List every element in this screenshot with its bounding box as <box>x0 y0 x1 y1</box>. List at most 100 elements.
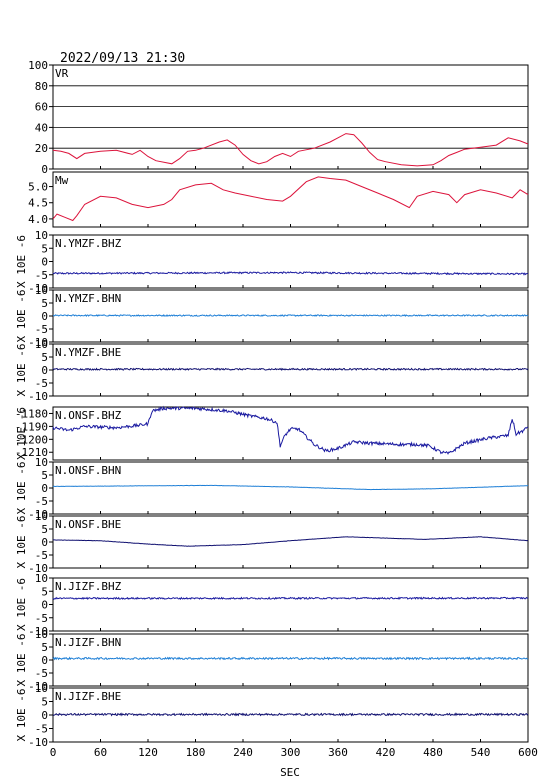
series-line-onsf_bhn <box>52 484 529 491</box>
y-tick-label: -10 <box>28 282 48 295</box>
figure-title: 2022/09/13 21:30 <box>60 51 185 66</box>
x-tick-label: 240 <box>233 746 253 759</box>
y-tick-label: 20 <box>35 142 48 155</box>
y-tick-label: -1190 <box>15 420 48 433</box>
panel-frame <box>52 234 529 289</box>
y-tick-label: -5 <box>35 723 48 736</box>
y-tick-label: 5 <box>41 242 48 255</box>
y-tick-label: 0 <box>41 599 48 612</box>
y-tick-label: 10 <box>35 284 48 297</box>
x-tick-label: 600 <box>518 746 538 759</box>
panel-frame <box>52 633 529 687</box>
x-tick-label: 60 <box>94 746 107 759</box>
y-axis-label: X 10E -6 <box>15 407 28 460</box>
x-axis-label: SEC <box>280 766 300 779</box>
panel-label: N.JIZF.BHZ <box>55 580 122 593</box>
y-axis-label: X 10E -6 <box>15 516 28 569</box>
panel-label: N.YMZF.BHN <box>55 292 121 305</box>
y-tick-label: 0 <box>41 256 48 269</box>
y-tick-label: -10 <box>28 390 48 403</box>
y-tick-label: 0 <box>41 310 48 323</box>
panel-label: N.ONSF.BHE <box>55 518 121 531</box>
y-tick-label: 5 <box>41 696 48 709</box>
x-tick-label: 120 <box>138 746 158 759</box>
series-line-onsf_bhz <box>52 405 528 455</box>
series-line-vr <box>52 133 529 167</box>
y-tick-label: -5 <box>35 549 48 562</box>
y-tick-label: 5 <box>41 297 48 310</box>
panel-label: Mw <box>55 174 69 187</box>
x-tick-label: 480 <box>423 746 443 759</box>
panel-frame <box>52 406 529 461</box>
y-axis-label: X 10E -6 <box>15 634 28 687</box>
panel-onsf_bhz: -1180-1190-1200-1210 N.ONSF.BHZ X 10E -6 <box>15 405 529 461</box>
panel-frame <box>52 171 529 228</box>
y-tick-label: 5 <box>41 351 48 364</box>
x-tick-label: 540 <box>471 746 491 759</box>
y-tick-label: -5 <box>35 612 48 625</box>
y-tick-label: -10 <box>28 625 48 638</box>
panel-frame <box>52 577 529 632</box>
y-tick-label: -10 <box>28 508 48 521</box>
panel-label: N.YMZF.BHE <box>55 346 121 359</box>
y-axis-label: X 10E -6 <box>15 235 28 288</box>
panel-label: N.ONSF.BHN <box>55 464 121 477</box>
series-line-ymzf_bhn <box>52 314 529 317</box>
y-tick-label: -1180 <box>15 407 48 420</box>
panel-label: N.ONSF.BHZ <box>55 409 122 422</box>
panel-mw: 4.0 4.5 5.0 Mw <box>28 171 529 228</box>
y-tick-label: 5 <box>41 523 48 536</box>
series-line-jizf_bhe <box>52 712 529 717</box>
y-axis-label: X 10E -6 <box>15 578 28 631</box>
y-tick-label: 10 <box>35 456 48 469</box>
y-tick-label: 10 <box>35 572 48 585</box>
y-tick-label: 5 <box>41 641 48 654</box>
y-tick-label: 0 <box>41 709 48 722</box>
y-tick-label: -10 <box>28 680 48 693</box>
y-tick-label: 40 <box>35 121 48 134</box>
y-tick-label: -5 <box>35 495 48 508</box>
panel-label: N.JIZF.BHE <box>55 690 121 703</box>
y-axis-label: X 10E -6 <box>15 689 28 742</box>
y-axis-label: X 10E -6 <box>15 462 28 515</box>
series-line-ymzf_bhz <box>52 271 529 276</box>
y-tick-label: 10 <box>35 682 48 695</box>
y-tick-label: 10 <box>35 510 48 523</box>
x-tick-label: 0 <box>50 746 57 759</box>
y-tick-label: -10 <box>28 736 48 749</box>
y-tick-label: 0 <box>41 163 48 176</box>
y-tick-label: 0 <box>41 482 48 495</box>
x-tick-label: 300 <box>281 746 301 759</box>
y-tick-label: -5 <box>35 269 48 282</box>
y-tick-label: -10 <box>28 336 48 349</box>
panel-frame <box>52 64 529 170</box>
y-tick-label: -1200 <box>15 433 48 446</box>
y-tick-label: -10 <box>28 562 48 575</box>
y-axis-label: X 10E -6 <box>15 344 28 397</box>
series-line-mw <box>52 176 529 222</box>
y-tick-label: 10 <box>35 229 48 242</box>
panel-vr: 0 20 40 60 80 100 VR <box>28 59 529 176</box>
y-tick-label: -5 <box>35 667 48 680</box>
series-line-onsf_bhe <box>52 536 529 547</box>
y-tick-label: 0 <box>41 654 48 667</box>
y-tick-label: -1210 <box>15 446 48 459</box>
series-line-jizf_bhn <box>52 656 529 661</box>
y-tick-label: 5 <box>41 469 48 482</box>
panel-label: N.JIZF.BHN <box>55 636 121 649</box>
y-axis-label: X 10E -6 <box>15 290 28 343</box>
x-tick-label: 180 <box>186 746 206 759</box>
series-line-jizf_bhz <box>52 596 529 601</box>
y-tick-label: 80 <box>35 80 48 93</box>
y-tick-label: 5 <box>41 585 48 598</box>
y-tick-label: 0 <box>41 536 48 549</box>
